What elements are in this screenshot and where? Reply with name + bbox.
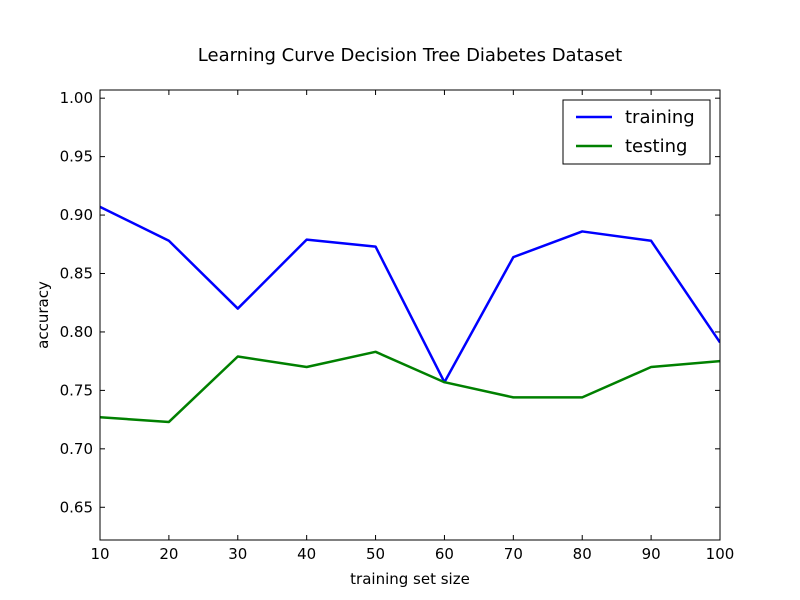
y-tick-label: 0.65: [60, 498, 93, 516]
y-axis-label: accuracy: [34, 281, 52, 349]
x-tick-label: 30: [228, 545, 247, 563]
x-tick-label: 60: [435, 545, 454, 563]
plot-frame: [99, 89, 721, 541]
x-tick-label: 100: [706, 545, 735, 563]
x-tick-label: 80: [573, 545, 592, 563]
y-tick-label: 0.70: [60, 440, 93, 458]
y-tick-label: 1.00: [60, 89, 93, 107]
x-tick-label: 50: [366, 545, 385, 563]
y-tick-label: 0.90: [60, 206, 93, 224]
series-line-training: [100, 205, 720, 384]
legend: training testing: [562, 99, 711, 165]
y-tick-label: 0.95: [60, 148, 93, 166]
x-tick-label: 10: [90, 545, 109, 563]
x-tick-label: 90: [642, 545, 661, 563]
legend-label-training: training: [625, 107, 695, 128]
y-tick-label: 0.80: [60, 323, 93, 341]
plot-area: 10 20 30 40 50 60 70 80 90 100 0.65 0.70 0.75 0.80 0.8…: [60, 89, 735, 563]
chart-title: Learning Curve Decision Tree Diabetes Da…: [198, 45, 622, 66]
y-tick-label: 0.75: [60, 381, 93, 399]
series-line-testing: [100, 350, 720, 424]
x-tick-label: 70: [504, 545, 523, 563]
y-tick-label: 0.85: [60, 265, 93, 283]
legend-label-testing: testing: [625, 136, 687, 157]
legend-box: [562, 99, 711, 165]
x-tick-label: 40: [297, 545, 316, 563]
x-axis-label: training set size: [350, 570, 470, 588]
x-tick-label: 20: [159, 545, 178, 563]
